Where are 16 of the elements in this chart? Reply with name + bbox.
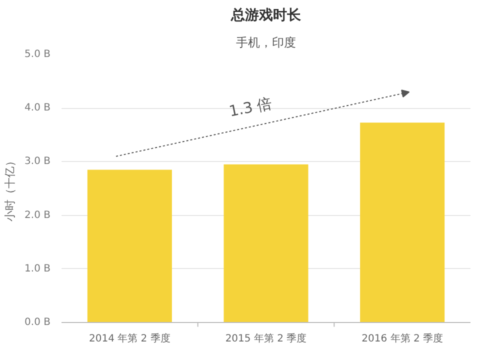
x-tick-label: 2014 年第 2 季度	[88, 332, 170, 344]
chart-title: 总游戏时长	[230, 8, 302, 24]
y-tick-label: 2.0 B	[24, 210, 51, 221]
y-tick-label: 4.0 B	[24, 102, 51, 114]
y-tick-label: 0.0 B	[24, 317, 51, 328]
chart-subtitle: 手机，印度	[236, 36, 296, 50]
annotation: 1.3 倍	[227, 94, 274, 120]
x-tick-label: 2015 年第 2 季度	[225, 332, 307, 344]
y-tick-label: 3.0 B	[24, 156, 51, 168]
bar	[224, 164, 308, 322]
bar	[360, 122, 445, 322]
bar	[87, 170, 172, 322]
y-tick-label: 1.0 B	[24, 263, 51, 274]
y-axis-title: 小时（十亿）	[4, 156, 17, 222]
x-tick-label: 2016 年第 2 季度	[362, 332, 444, 344]
y-tick-label: 5.0 B	[24, 49, 51, 60]
